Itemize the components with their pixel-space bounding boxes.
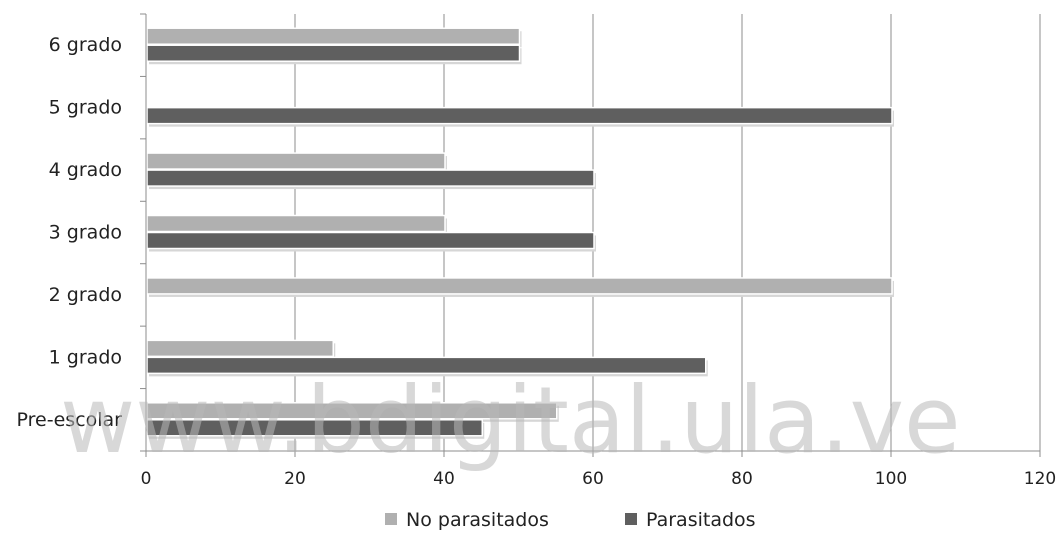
watermark: www.bdigital.ula.ve [60, 367, 961, 474]
bar [146, 214, 446, 233]
x-tick-labels: 0 20 40 60 80 100 120 [141, 469, 1057, 489]
category-label: 6 grado [49, 34, 122, 56]
x-tick-label: 120 [1024, 469, 1056, 489]
legend-swatch [625, 513, 637, 525]
x-tick-label: 60 [582, 469, 604, 489]
legend-label: Parasitados [646, 509, 756, 531]
category-label: 5 grado [49, 97, 122, 119]
category-label: 4 grado [49, 159, 122, 181]
legend: No parasitados Parasitados [385, 509, 756, 531]
category-label: Pre-escolar [17, 409, 123, 431]
legend-label: No parasitados [406, 509, 549, 531]
category-label: 1 grado [49, 346, 122, 368]
bar [146, 356, 707, 375]
x-tick-label: 100 [875, 469, 907, 489]
x-tick-label: 40 [433, 469, 455, 489]
bar [146, 44, 521, 62]
bars [146, 27, 894, 439]
x-tick-label: 0 [141, 469, 152, 489]
bar [146, 27, 521, 45]
bar [146, 231, 595, 250]
bar [146, 419, 483, 437]
x-tick-label: 80 [731, 469, 753, 489]
category-labels: Pre-escolar 1 grado 2 grado 3 grado 4 grado 5… [17, 34, 123, 431]
bar [146, 106, 893, 125]
category-label: 3 grado [49, 222, 122, 244]
bar [146, 169, 595, 187]
bar [146, 152, 446, 170]
bar [146, 339, 334, 358]
category-label: 2 grado [49, 284, 122, 306]
bar [146, 277, 893, 295]
axes [140, 13, 1041, 457]
legend-swatch [385, 513, 397, 525]
bar [146, 402, 558, 420]
x-tick-label: 20 [284, 469, 306, 489]
